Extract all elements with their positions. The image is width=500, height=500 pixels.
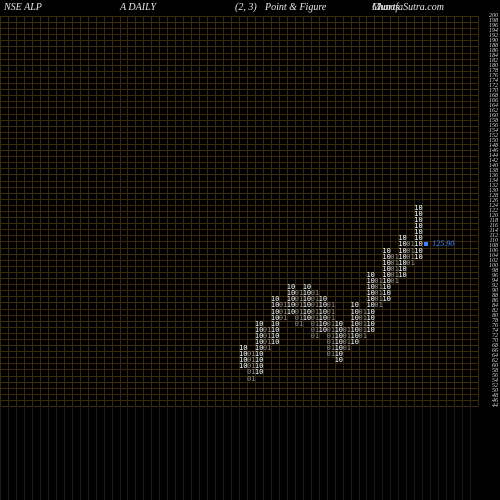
pf-x-cell: 10 xyxy=(366,327,374,333)
bottom-tick xyxy=(183,406,184,500)
bottom-tick xyxy=(159,406,160,500)
bottom-tick xyxy=(414,406,415,500)
bottom-tick xyxy=(359,406,360,500)
pf-x-cell: 10 xyxy=(255,369,263,375)
pf-x-cell: 10 xyxy=(335,357,343,363)
bottom-tick xyxy=(215,406,216,500)
bottom-tick xyxy=(335,406,336,500)
pf-o-cell: 01 xyxy=(295,321,303,327)
pf-x-cell: 10 xyxy=(398,272,406,278)
bottom-tick xyxy=(32,406,33,500)
bottom-tick xyxy=(135,406,136,500)
bottom-tick xyxy=(311,406,312,500)
bottom-tick xyxy=(390,406,391,500)
bottom-tick xyxy=(422,406,423,500)
pf-o-cell: 01 xyxy=(374,302,382,308)
pf-x-cell: 10 xyxy=(382,296,390,302)
bottom-tick xyxy=(88,406,89,500)
bottom-tick xyxy=(303,406,304,500)
bottom-tick xyxy=(255,406,256,500)
bottom-tick xyxy=(406,406,407,500)
bottom-tick xyxy=(454,406,455,500)
pf-o-cell: 01 xyxy=(359,333,367,339)
pf-x-cell: 10 xyxy=(319,327,327,333)
y-axis: 2001981961941921901881861841821801781761… xyxy=(478,16,500,406)
bottom-tick xyxy=(167,406,168,500)
bottom-tick xyxy=(16,406,17,500)
bottom-tick xyxy=(199,406,200,500)
interval-label: A DAILY xyxy=(120,2,156,13)
bottom-tick xyxy=(143,406,144,500)
bottom-tick xyxy=(470,406,471,500)
bottom-tick xyxy=(382,406,383,500)
chart-header: NSE ALP A DAILY (2, 3) Point & Figure Ch… xyxy=(0,2,500,16)
pf-o-cell: 01 xyxy=(406,260,414,266)
pf-o-cell: 01 xyxy=(390,278,398,284)
bottom-tick xyxy=(56,406,57,500)
params-label: (2, 3) xyxy=(235,2,257,13)
bottom-tick xyxy=(247,406,248,500)
bottom-tick xyxy=(104,406,105,500)
pf-o-cell: 01 xyxy=(343,345,351,351)
pf-o-cell: 01 xyxy=(279,315,287,321)
bottom-tick xyxy=(127,406,128,500)
bottom-tick xyxy=(271,406,272,500)
pf-x-cell: 10 xyxy=(287,309,295,315)
bottom-tick xyxy=(366,406,367,500)
bottom-tick xyxy=(462,406,463,500)
bottom-tick xyxy=(319,406,320,500)
bottom-tick xyxy=(80,406,81,500)
bottom-tick xyxy=(343,406,344,500)
pf-o-cell: 01 xyxy=(247,376,255,382)
bottom-tick xyxy=(24,406,25,500)
bottom-tick xyxy=(351,406,352,500)
chart-type-label: Point & Figure xyxy=(265,2,326,13)
bottom-tick xyxy=(287,406,288,500)
bottom-tick xyxy=(207,406,208,500)
bottom-tick xyxy=(48,406,49,500)
bottom-tick xyxy=(263,406,264,500)
bottom-tick xyxy=(446,406,447,500)
pf-o-cell: 01 xyxy=(311,333,319,339)
bottom-tick xyxy=(239,406,240,500)
symbol-label: NSE ALP xyxy=(4,2,42,13)
bottom-tick xyxy=(40,406,41,500)
current-price-label: 125.90 xyxy=(432,239,454,248)
pf-x-cell: 10 xyxy=(303,315,311,321)
pf-o-cell: 01 xyxy=(263,345,271,351)
price-marker xyxy=(424,242,428,246)
bottom-tick xyxy=(398,406,399,500)
pf-x-cell: 10 xyxy=(414,254,422,260)
bottom-tick xyxy=(120,406,121,500)
pf-o-cell: 01 xyxy=(327,351,335,357)
bottom-tick xyxy=(0,406,1,500)
bottom-tick xyxy=(72,406,73,500)
bottom-tick xyxy=(327,406,328,500)
bottom-tick xyxy=(151,406,152,500)
point-figure-layer: 1010101001010101011010101010101010100101… xyxy=(0,16,478,406)
bottom-tick xyxy=(191,406,192,500)
bottom-tick xyxy=(175,406,176,500)
bottom-tick xyxy=(64,406,65,500)
pf-x-cell: 10 xyxy=(271,339,279,345)
bottom-tick xyxy=(374,406,375,500)
pf-x-cell: 10 xyxy=(351,339,359,345)
bottom-tick xyxy=(223,406,224,500)
pf-x-cell: 10 xyxy=(239,363,247,369)
bottom-tick xyxy=(295,406,296,500)
bottom-tick xyxy=(96,406,97,500)
bottom-tick xyxy=(279,406,280,500)
bottom-tick xyxy=(438,406,439,500)
bottom-tick xyxy=(112,406,113,500)
y-axis-label: 44 xyxy=(492,403,498,409)
bottom-tick xyxy=(8,406,9,500)
bottom-tick xyxy=(430,406,431,500)
bottom-tick xyxy=(231,406,232,500)
bottom-ticks xyxy=(0,406,478,500)
